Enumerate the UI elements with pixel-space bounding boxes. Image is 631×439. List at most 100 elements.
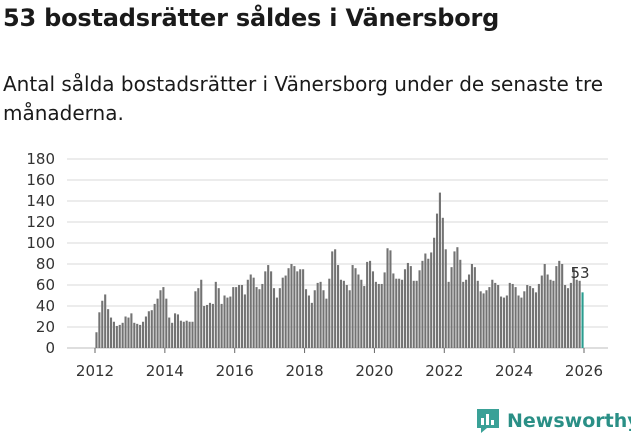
bar <box>238 285 241 348</box>
bar <box>552 280 555 348</box>
bar <box>185 320 188 348</box>
bar <box>403 269 407 348</box>
bar <box>500 296 503 348</box>
bar <box>520 297 523 348</box>
bar <box>465 279 468 348</box>
bar <box>482 293 485 348</box>
x-axis: 2012 2014 2016 2018 2020 2022 2024 2026 <box>76 348 603 380</box>
bar <box>575 279 578 348</box>
bar <box>299 269 302 348</box>
bars <box>95 192 584 348</box>
bar <box>473 267 476 348</box>
bar <box>409 266 412 348</box>
page-title: 53 bostadsrätter såldes i Vänersborg <box>3 4 500 32</box>
bar <box>348 290 351 348</box>
bar <box>107 309 110 348</box>
bar <box>156 298 159 348</box>
y-tick-label: 20 <box>36 318 55 336</box>
bar <box>136 323 139 348</box>
y-tick-label: 120 <box>26 213 55 231</box>
bar <box>430 252 433 348</box>
y-tick-label: 100 <box>26 234 55 252</box>
newsworthy-logo-icon <box>477 409 499 433</box>
y-tick-label: 80 <box>36 255 55 273</box>
bar <box>304 289 308 348</box>
bar <box>165 298 168 348</box>
bar <box>377 283 380 348</box>
chart-subtitle: Antal sålda bostadsrätter i Vänersborg u… <box>3 72 604 125</box>
bar <box>374 281 377 348</box>
bar <box>386 248 389 348</box>
bar <box>470 264 473 348</box>
bar <box>188 321 191 348</box>
bar <box>488 287 491 348</box>
bar <box>453 251 456 348</box>
bar <box>206 304 209 348</box>
bar <box>98 312 101 348</box>
bar <box>561 264 564 348</box>
bar <box>118 324 121 348</box>
bar <box>226 297 229 348</box>
bar <box>109 317 113 348</box>
bar <box>395 278 398 348</box>
bar <box>517 295 520 348</box>
x-tick-label: 2014 <box>146 362 184 380</box>
bar <box>566 288 570 348</box>
bar <box>479 291 482 348</box>
bar <box>104 294 107 348</box>
bar <box>331 251 334 348</box>
bar <box>494 282 497 348</box>
bar <box>235 287 238 348</box>
bar <box>433 237 436 348</box>
bar <box>302 269 305 348</box>
bar <box>127 317 130 348</box>
bar <box>214 281 217 348</box>
bar <box>534 292 538 348</box>
newsworthy-brand: Newsworthy <box>475 407 631 435</box>
bar <box>287 268 290 348</box>
bar <box>412 280 415 348</box>
bar <box>467 274 471 348</box>
bar <box>543 264 546 348</box>
bar <box>578 280 581 348</box>
y-tick-label: 180 <box>26 150 55 168</box>
bar <box>572 268 575 348</box>
bar <box>319 281 322 348</box>
bar <box>168 317 171 348</box>
bar <box>150 310 153 348</box>
bar <box>546 274 549 348</box>
bar <box>462 281 465 348</box>
bar <box>508 282 511 348</box>
bar <box>267 265 270 348</box>
bar <box>284 275 287 348</box>
bar <box>485 290 488 348</box>
x-tick-label: 2012 <box>76 362 114 380</box>
bar <box>278 288 281 348</box>
bar <box>357 274 360 348</box>
bar <box>281 277 284 348</box>
bar <box>555 266 558 348</box>
bar <box>240 285 244 348</box>
bar <box>325 298 328 348</box>
bar <box>345 285 348 348</box>
bar <box>511 283 514 348</box>
y-axis: 0 20 40 60 80 100 120 140 160 180 <box>26 150 55 357</box>
bar <box>558 260 561 348</box>
bar <box>252 277 255 348</box>
bar <box>328 278 331 348</box>
bar <box>564 285 567 348</box>
bar <box>421 260 424 348</box>
bar <box>191 321 194 348</box>
bar <box>197 288 200 348</box>
bar <box>296 271 299 348</box>
bar <box>246 279 249 348</box>
bar <box>171 322 174 348</box>
bar <box>491 279 494 348</box>
bar <box>275 297 278 348</box>
bar <box>532 288 535 348</box>
bar <box>366 261 369 348</box>
last-value-label: 53 <box>571 264 590 282</box>
bar <box>153 303 156 348</box>
bar <box>438 192 441 348</box>
